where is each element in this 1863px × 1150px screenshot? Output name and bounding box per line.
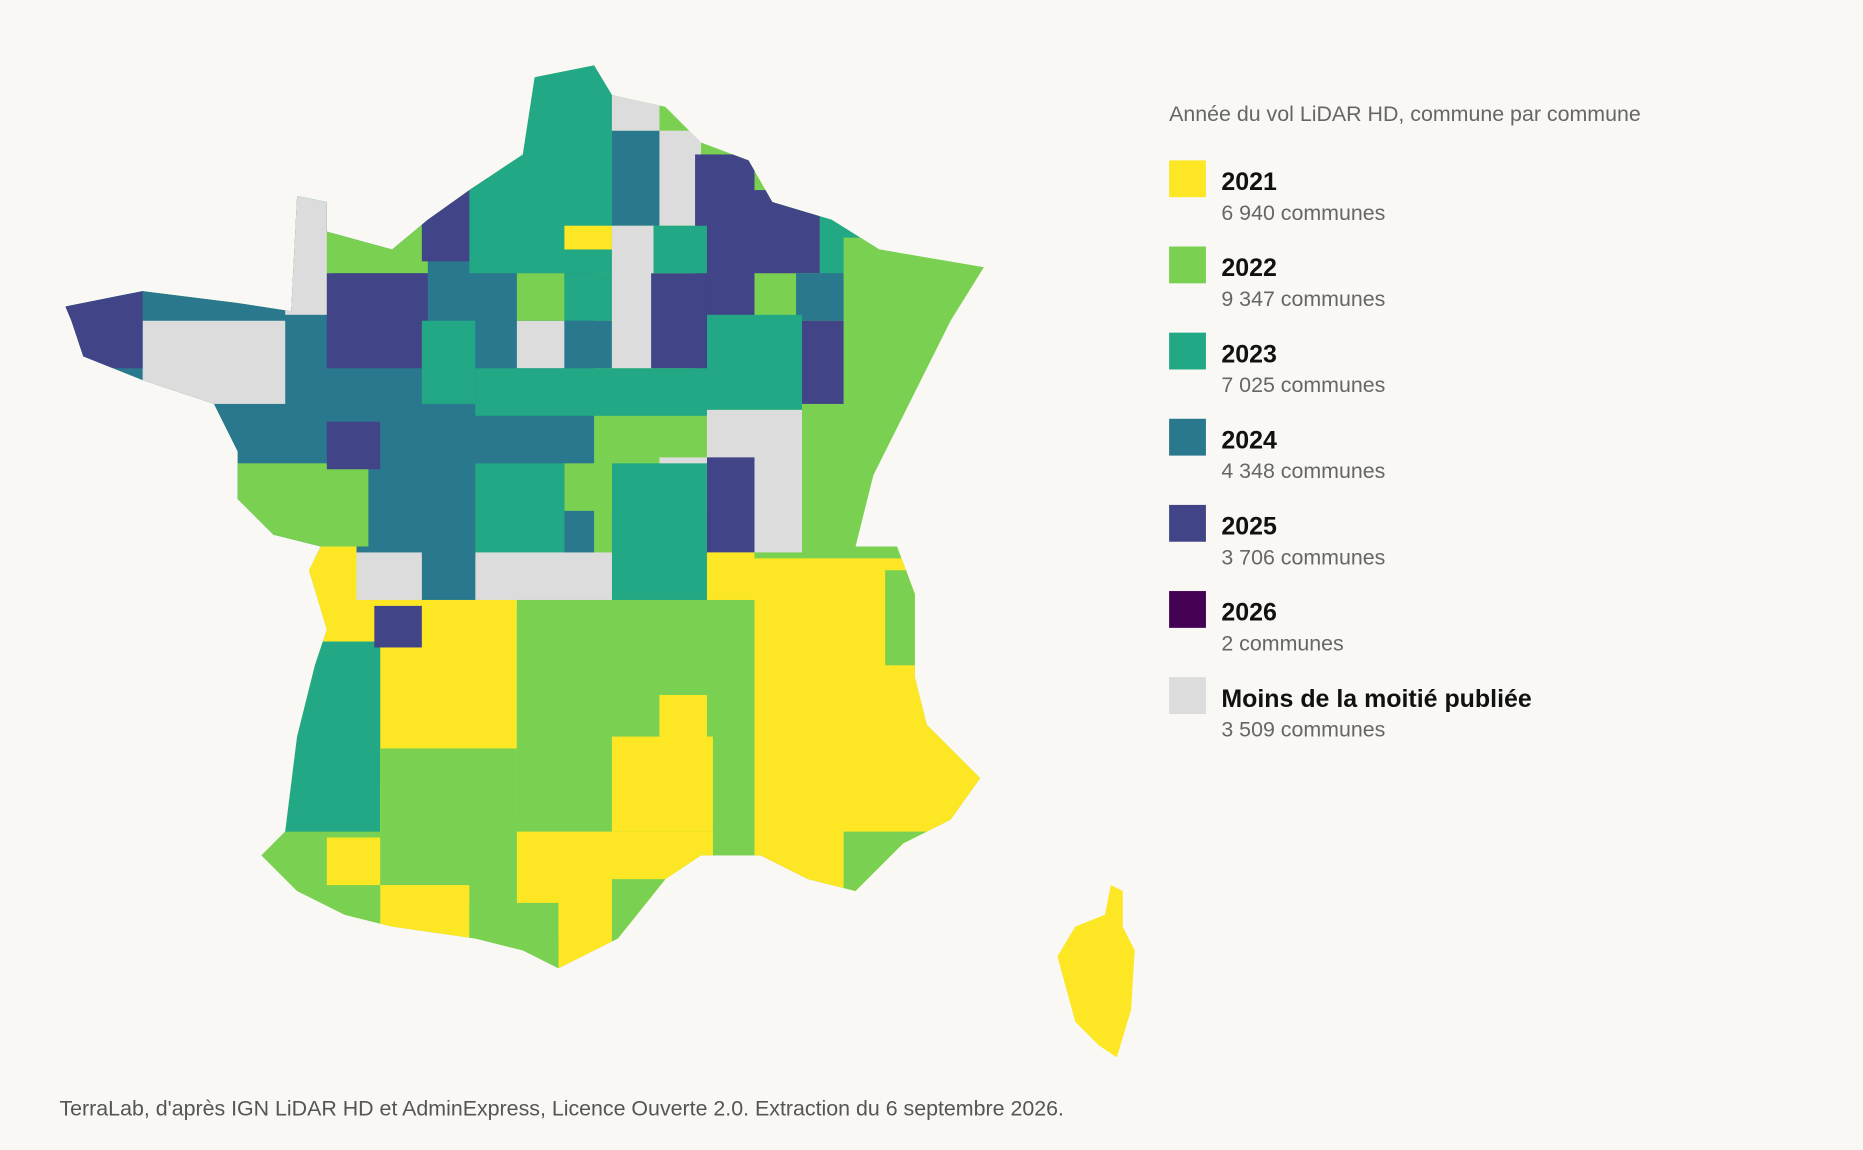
legend-count: 3 509 communes <box>1221 718 1385 742</box>
legend-swatch <box>1169 504 1206 542</box>
legend-label: 2024 <box>1221 426 1277 454</box>
legend-swatch <box>1169 246 1206 284</box>
legend-swatch <box>1169 591 1206 628</box>
legend-label: 2026 <box>1221 599 1276 627</box>
legend-count: 6 940 communes <box>1221 201 1385 225</box>
legend-swatch <box>1169 677 1206 714</box>
legend-label: Moins de la moitié publiée <box>1221 685 1532 713</box>
map-corsica <box>1057 885 1135 1058</box>
legend-count: 9 347 communes <box>1221 287 1385 311</box>
legend: Année du vol LiDAR HD, commune par commu… <box>1169 102 1641 742</box>
legend-count: 2 communes <box>1221 631 1343 655</box>
legend-label: 2025 <box>1221 513 1277 541</box>
legend-count: 4 348 communes <box>1221 459 1385 483</box>
legend-count: 7 025 communes <box>1221 373 1385 397</box>
legend-swatch <box>1169 160 1206 198</box>
legend-label: 2023 <box>1221 340 1276 368</box>
legend-swatch <box>1169 332 1206 370</box>
legend-title: Année du vol LiDAR HD, commune par commu… <box>1169 102 1641 126</box>
legend-count: 3 706 communes <box>1221 545 1385 569</box>
legend-label: 2022 <box>1221 254 1276 282</box>
legend-swatch <box>1169 418 1206 456</box>
source-note: TerraLab, d'après IGN LiDAR HD et AdminE… <box>59 1097 1063 1121</box>
map-france <box>65 65 984 969</box>
legend-label: 2021 <box>1221 168 1277 196</box>
